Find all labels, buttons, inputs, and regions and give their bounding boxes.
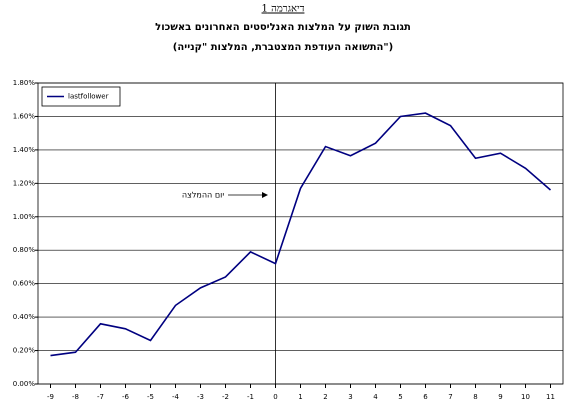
plot-area (37, 82, 564, 385)
y-tick-label: 1.00% (13, 213, 36, 221)
x-tick-label: 6 (423, 393, 428, 401)
annotation-arrowhead (262, 192, 268, 198)
x-tick-label: 0 (273, 393, 277, 401)
x-tick-label: -1 (247, 393, 254, 401)
y-tick-label: 0.60% (13, 280, 36, 288)
x-tick-label: -4 (172, 393, 180, 401)
legend-label: lastfollower (68, 93, 109, 101)
x-tick-label: 5 (398, 393, 402, 401)
x-tick-label: -8 (72, 393, 79, 401)
y-tick-label: 1.80% (13, 79, 36, 87)
x-tick-label: -3 (197, 393, 204, 401)
annotation: יום ההמלצה (182, 191, 224, 200)
y-tick-label: 0.40% (13, 313, 36, 321)
x-tick-label: -5 (147, 393, 154, 401)
x-tick-label: -9 (47, 393, 54, 401)
x-tick-label: 9 (498, 393, 502, 401)
y-tick-label: 1.20% (13, 179, 36, 187)
chart-title: דיאגרמה 1 (262, 4, 305, 15)
x-tick-label: 4 (373, 393, 378, 401)
y-tick-label: 0.20% (13, 347, 36, 355)
x-tick-label: 1 (298, 393, 302, 401)
y-tick-label: 0.80% (13, 246, 36, 254)
chart-subtitle: (התשואה העודפת המצטברת, המלצות "קנייה") (173, 42, 393, 53)
x-tick-label: -6 (122, 393, 130, 401)
x-tick-label: 2 (323, 393, 327, 401)
x-tick-label: -7 (97, 393, 104, 401)
x-tick-label: 7 (448, 393, 452, 401)
legend-box (41, 86, 121, 107)
x-tick-label: 11 (546, 393, 555, 401)
x-tick-label: -2 (222, 393, 229, 401)
y-tick-label: 1.60% (13, 112, 36, 120)
x-tick-label: 3 (348, 393, 352, 401)
y-tick-label: 0.00% (13, 380, 36, 388)
x-tick-label: 10 (521, 393, 530, 401)
chart-subtitle: תגובת השוק על המלצות האנליסטים האחרונים … (155, 22, 411, 33)
y-tick-label: 1.40% (13, 146, 36, 154)
series-line (50, 112, 552, 357)
x-tick-label: 8 (473, 393, 477, 401)
